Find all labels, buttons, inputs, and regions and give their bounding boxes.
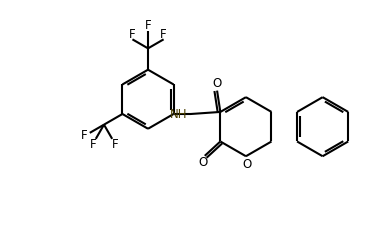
Text: F: F	[129, 27, 136, 41]
Text: F: F	[112, 138, 118, 151]
Text: O: O	[199, 156, 208, 169]
Text: NH: NH	[170, 108, 187, 121]
Text: F: F	[81, 129, 88, 142]
Text: F: F	[160, 27, 167, 41]
Text: F: F	[145, 19, 151, 32]
Text: F: F	[90, 138, 96, 151]
Text: O: O	[212, 77, 221, 90]
Text: O: O	[242, 158, 252, 171]
